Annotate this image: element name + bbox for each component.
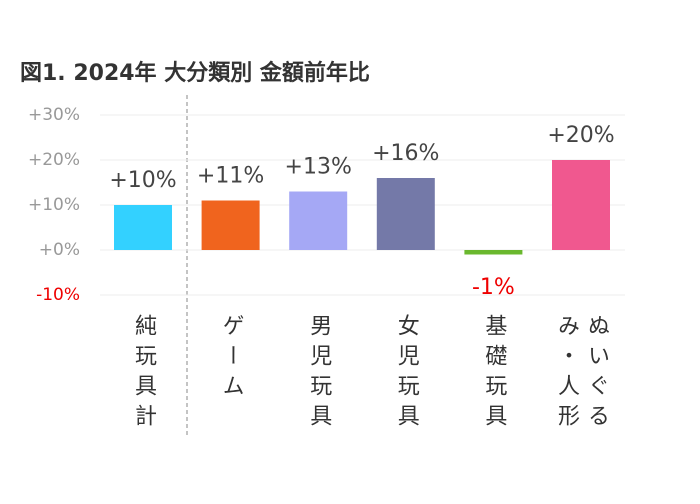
bar bbox=[289, 191, 348, 250]
value-label: +20% bbox=[547, 123, 614, 148]
x-tick-label: ゲーム bbox=[218, 314, 244, 404]
value-label: +13% bbox=[285, 155, 352, 180]
x-tick-label: 基礎玩具 bbox=[481, 314, 507, 434]
x-tick-label: ぬいぐるみ・人形 bbox=[554, 314, 609, 434]
value-label: +16% bbox=[372, 141, 439, 166]
x-tick-label: 男児玩具 bbox=[306, 314, 332, 434]
bar bbox=[376, 178, 435, 250]
bar bbox=[201, 200, 260, 250]
value-label: -1% bbox=[472, 275, 515, 300]
bar bbox=[114, 205, 172, 250]
x-tick-label: 女児玩具 bbox=[393, 314, 419, 434]
chart-title: 図1. 2024年 大分類別 金額前年比 bbox=[20, 60, 370, 86]
y-tick-label: +10% bbox=[28, 195, 80, 215]
value-label: +11% bbox=[197, 164, 264, 189]
y-tick-label: +30% bbox=[28, 105, 80, 125]
bar bbox=[464, 250, 523, 255]
value-label: +10% bbox=[109, 168, 176, 193]
y-tick-label: -10% bbox=[36, 285, 80, 305]
y-tick-label: +20% bbox=[28, 150, 80, 170]
y-tick-label: +0% bbox=[39, 240, 80, 260]
bar bbox=[552, 160, 610, 250]
x-tick-label: 純玩具計 bbox=[131, 314, 156, 434]
